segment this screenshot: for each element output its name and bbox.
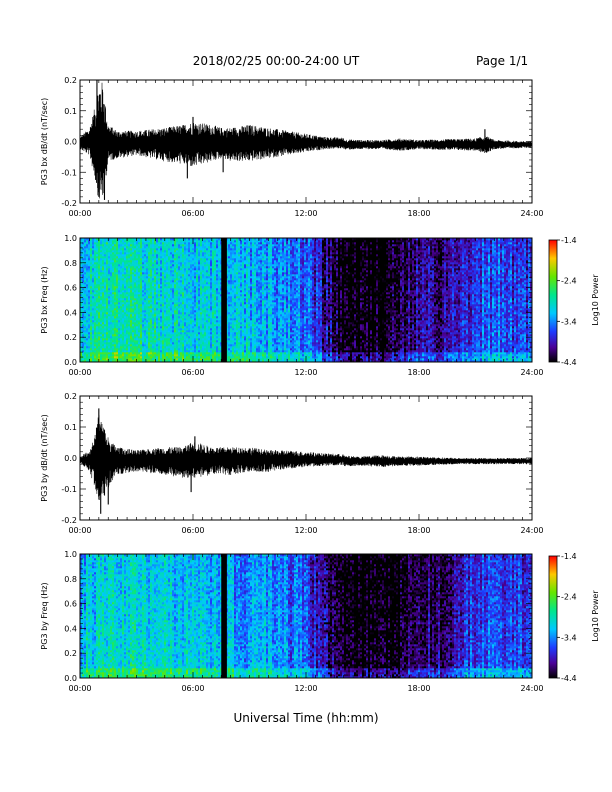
colorbar-label: Log10 Power: [591, 274, 600, 326]
signal-trace: [79, 415, 533, 501]
y-axis-label: PG3 bx Freq (Hz): [40, 266, 49, 333]
x-tick-label: 24:00: [520, 684, 543, 693]
y-tick-label: 0.2: [64, 392, 77, 401]
y-tick-label: 0.1: [64, 107, 77, 116]
panel-4: -1.4 -2.4 -3.4 -4.4 Log10 Power 00:00 06:00 12:…: [40, 550, 600, 693]
spectrogram: [80, 554, 533, 679]
x-tick-label: 12:00: [294, 684, 317, 693]
y-axis-label: PG3 by Freq (Hz): [40, 582, 49, 649]
y-tick-label: -0.2: [61, 199, 77, 208]
y-tick-label: -0.1: [61, 168, 77, 177]
y-axis-label: PG3 by dB/dt (nT/sec): [40, 414, 49, 501]
y-tick-label: -0.1: [61, 485, 77, 494]
x-tick-label: 00:00: [68, 209, 91, 218]
data-gap: [221, 554, 227, 678]
y-tick-label: 0.1: [64, 423, 77, 432]
x-tick-label: 06:00: [181, 526, 204, 535]
y-tick-label: 0.4: [64, 308, 77, 317]
x-tick-label: 18:00: [407, 684, 430, 693]
page-number: Page 1/1: [476, 54, 528, 68]
y-axis-label: PG3 bx dB/dt (nT/sec): [40, 98, 49, 185]
y-tick-label: 0.6: [64, 284, 77, 293]
colorbar-tick-label: -1.4: [561, 236, 577, 245]
y-tick-label: 0.6: [64, 600, 77, 609]
y-tick-label: 0.4: [64, 624, 77, 633]
y-tick-label: 0.0: [64, 358, 77, 367]
x-tick-label: 18:00: [407, 368, 430, 377]
panel-2: -1.4 -2.4 -3.4 -4.4 Log10 Power 00:00 06:00 12:…: [40, 234, 600, 377]
colorbar-tick-label: -4.4: [561, 674, 577, 683]
x-tick-label: 24:00: [520, 209, 543, 218]
x-tick-label: 12:00: [294, 368, 317, 377]
x-tick-label: 12:00: [294, 209, 317, 218]
x-tick-label: 24:00: [520, 526, 543, 535]
y-tick-label: 0.8: [64, 259, 77, 268]
x-tick-label: 06:00: [181, 209, 204, 218]
signal-trace: [79, 82, 533, 199]
x-tick-label: 18:00: [407, 526, 430, 535]
colorbar-label: Log10 Power: [591, 590, 600, 642]
y-tick-label: 0.0: [64, 454, 77, 463]
colorbar-tick-label: -3.4: [561, 317, 577, 326]
colorbar-tick-label: -2.4: [561, 277, 577, 286]
panel-3: 00:00 06:00 12:00 18:00 24:00 0.2 0.1 0.0 -0.1 -0…: [40, 392, 544, 535]
data-gap: [221, 238, 227, 362]
y-tick-label: 0.2: [64, 76, 77, 85]
spectrogram: [80, 238, 533, 363]
colorbar-tick-label: -2.4: [561, 593, 577, 602]
colorbar-tick-label: -1.4: [561, 552, 577, 561]
y-tick-label: 0.0: [64, 138, 77, 147]
colorbar: [548, 239, 558, 363]
y-tick-label: 0.8: [64, 575, 77, 584]
panel-1: 00:00 06:00 12:00 18:00 24:00 0.2 0.1 0.0 -0.1 -0…: [40, 76, 544, 218]
x-tick-label: 12:00: [294, 526, 317, 535]
x-tick-label: 00:00: [68, 368, 91, 377]
y-tick-label: 0.0: [64, 674, 77, 683]
y-tick-label: 1.0: [64, 550, 77, 559]
page-title: 2018/02/25 00:00-24:00 UT: [0, 54, 552, 68]
x-tick-label: 18:00: [407, 209, 430, 218]
y-tick-label: 0.2: [64, 333, 77, 342]
x-axis-title: Universal Time (hh:mm): [0, 711, 612, 725]
x-tick-label: 06:00: [181, 684, 204, 693]
x-tick-label: 00:00: [68, 684, 91, 693]
colorbar-tick-label: -4.4: [561, 358, 577, 367]
x-tick-label: 24:00: [520, 368, 543, 377]
y-tick-label: 1.0: [64, 234, 77, 243]
colorbar-tick-label: -3.4: [561, 633, 577, 642]
x-tick-label: 00:00: [68, 526, 91, 535]
y-tick-label: 0.2: [64, 649, 77, 658]
colorbar: [548, 555, 558, 679]
y-tick-label: -0.2: [61, 516, 77, 525]
x-tick-label: 06:00: [181, 368, 204, 377]
